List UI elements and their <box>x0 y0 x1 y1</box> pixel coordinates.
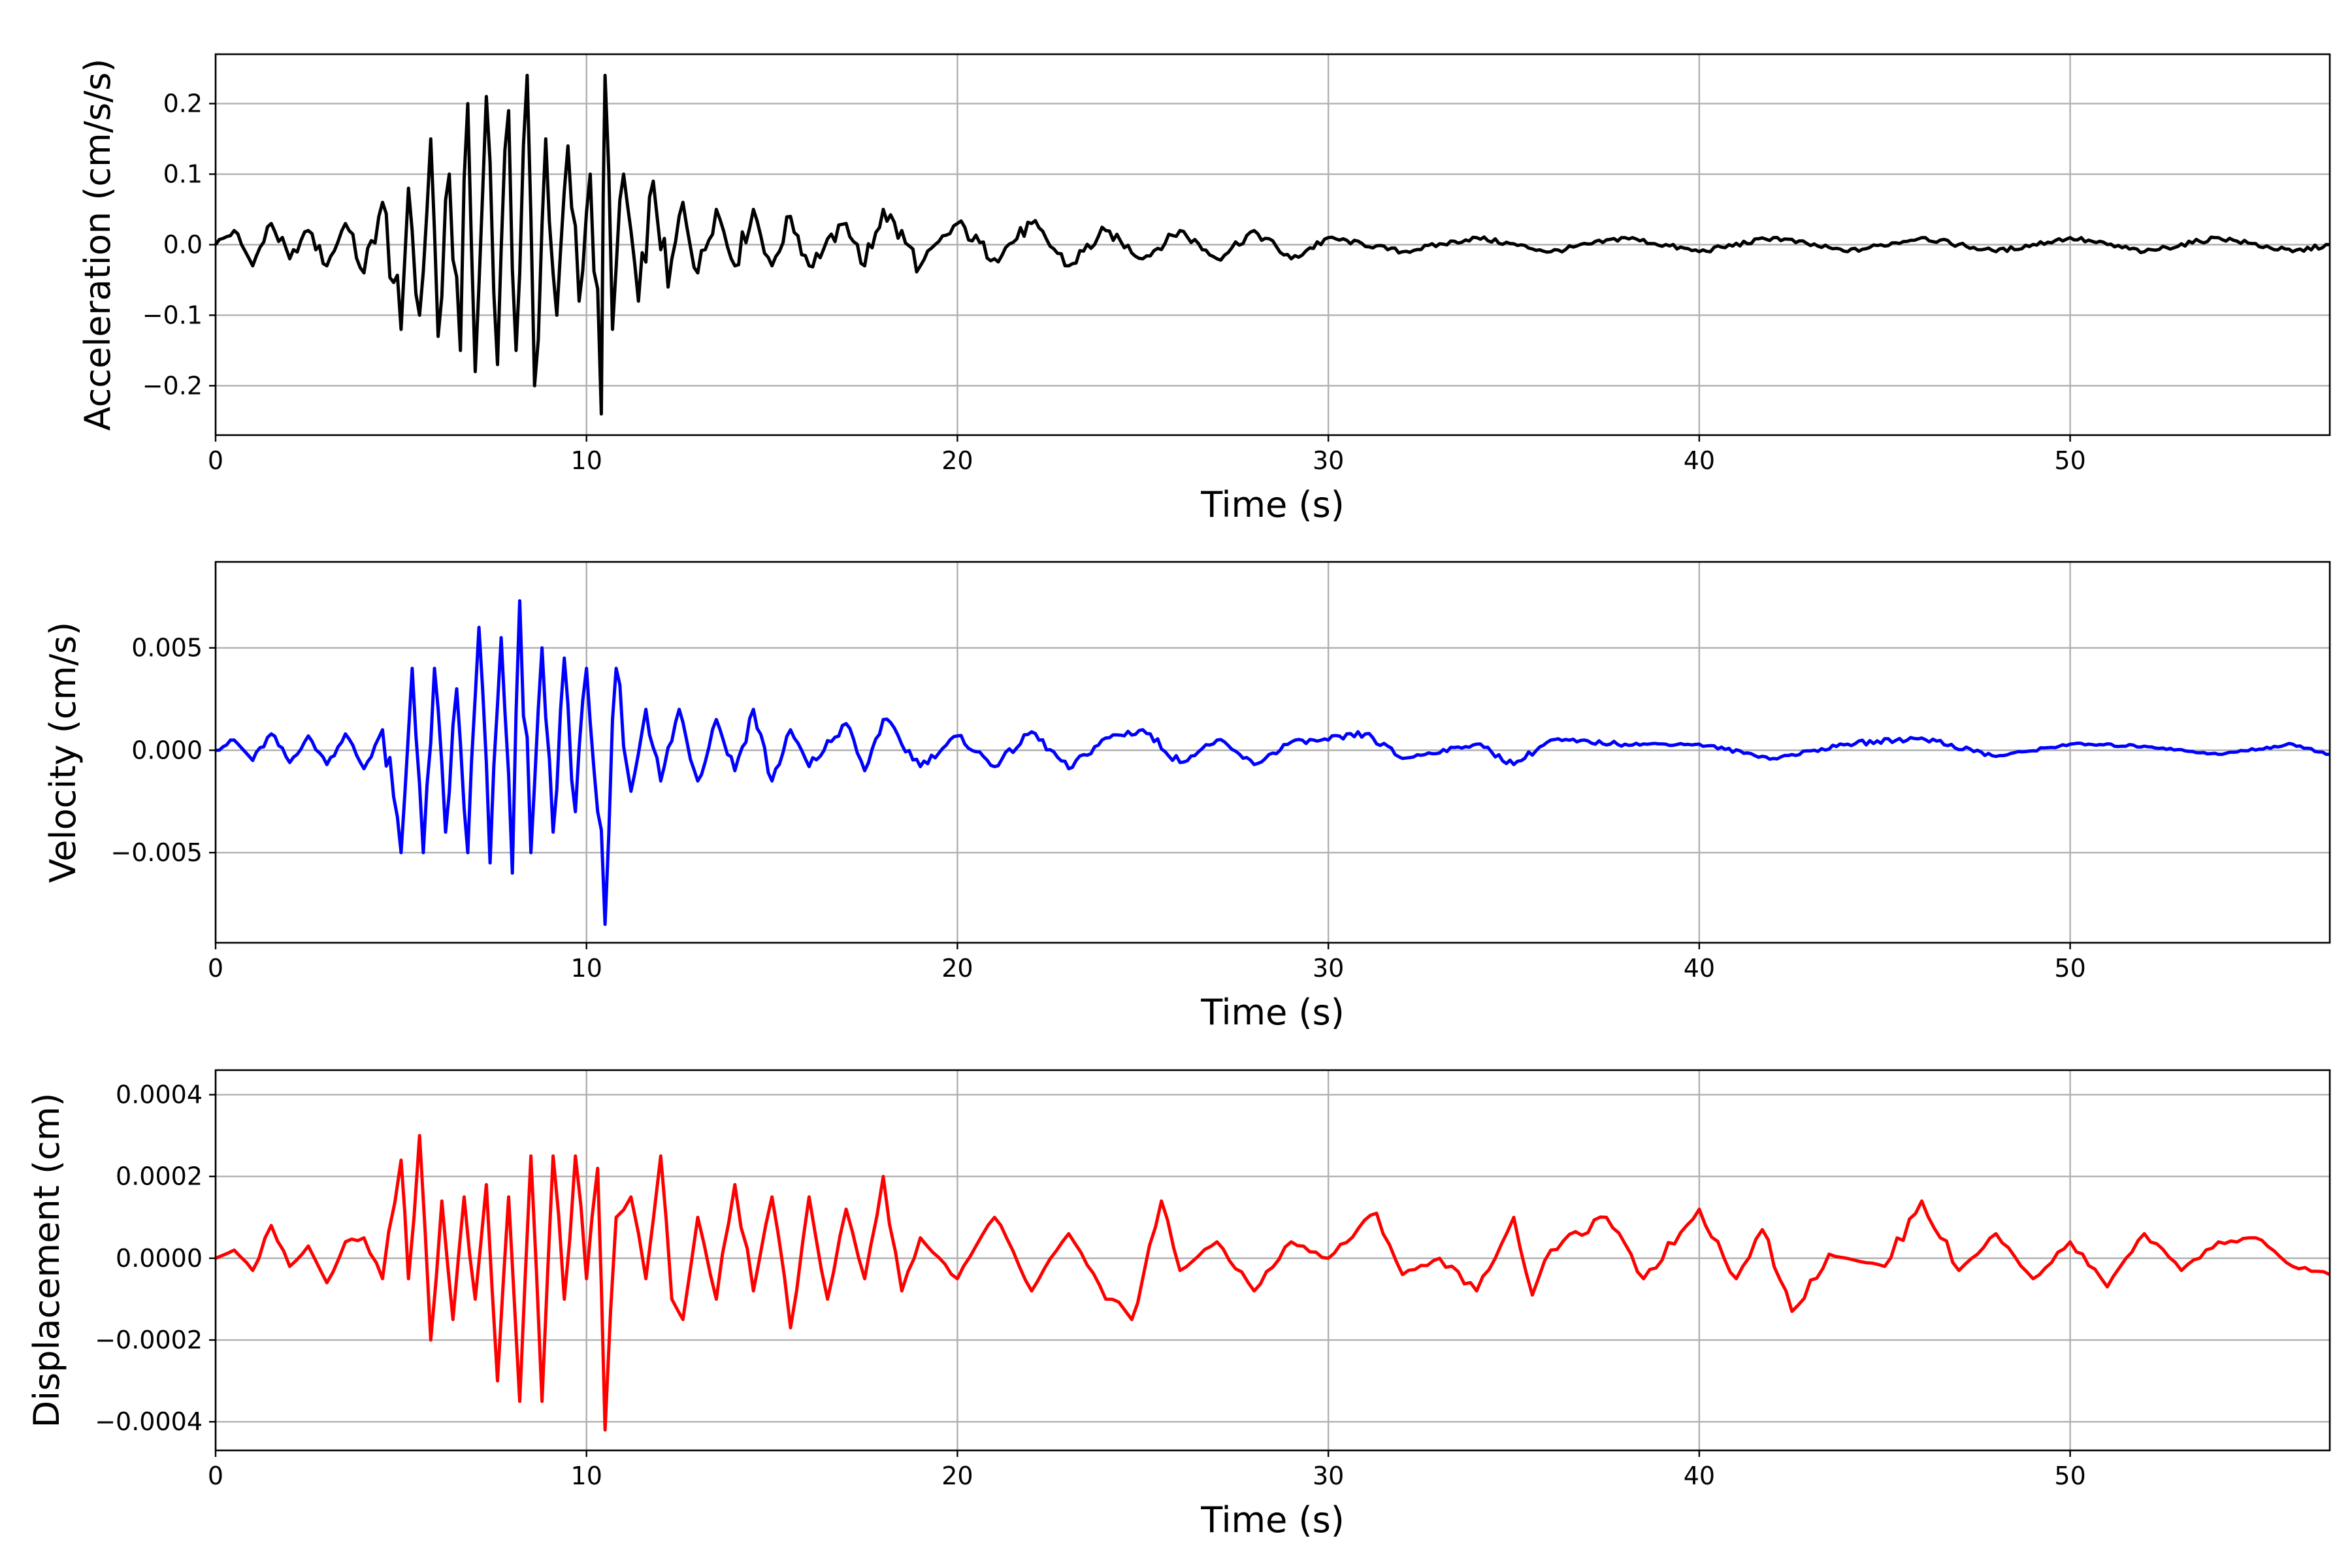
x-tick-label: 20 <box>941 1462 973 1490</box>
x-tick-label: 20 <box>941 954 973 983</box>
y-tick-label: 0.0 <box>163 231 203 259</box>
series-line <box>214 73 2330 416</box>
x-axis-label: Time (s) <box>1200 992 1345 1033</box>
x-tick-label: 40 <box>1684 1462 1715 1490</box>
x-tick-label: 50 <box>2054 1462 2085 1490</box>
x-tick-label: 40 <box>1684 446 1715 475</box>
x-tick-label: 30 <box>1313 1462 1344 1490</box>
series-line <box>215 599 2330 926</box>
x-tick-label: 50 <box>2054 954 2085 983</box>
x-axis-label: Time (s) <box>1200 1499 1345 1541</box>
x-tick-label: 0 <box>208 954 223 983</box>
x-tick-label: 0 <box>208 1462 223 1490</box>
panel-acceleration: 0 10 20 30 40 50 −0.2 −0.1 0.0 0.1 0.2 Time (s) Ac… <box>77 53 2331 525</box>
y-tick-label: 0.000 <box>131 736 203 764</box>
y-tick-label: −0.0002 <box>95 1326 203 1354</box>
series-line <box>215 1134 2331 1432</box>
y-axis-label: Velocity (cm/s) <box>42 622 84 883</box>
y-tick-label: 0.0000 <box>116 1244 203 1273</box>
y-tick-label: −0.1 <box>142 301 203 329</box>
x-tick-label: 40 <box>1684 954 1715 983</box>
x-tick-label: 10 <box>571 1462 602 1490</box>
x-tick-label: 10 <box>571 954 602 983</box>
x-tick-label: 30 <box>1313 446 1344 475</box>
y-tick-label: 0.2 <box>163 90 203 118</box>
y-tick-label: 0.0004 <box>116 1081 203 1109</box>
y-tick-label: 0.0002 <box>116 1162 203 1191</box>
plot-frame <box>214 1069 2331 1452</box>
y-tick-label: 0.1 <box>163 160 203 189</box>
x-axis-label: Time (s) <box>1200 484 1345 525</box>
y-tick-label: −0.0004 <box>95 1407 203 1436</box>
x-tick-label: 50 <box>2054 446 2085 475</box>
y-tick-label: −0.2 <box>142 371 203 400</box>
y-tick-label: 0.005 <box>131 634 203 662</box>
x-tick-label: 30 <box>1313 954 1344 983</box>
plot-frame <box>214 561 2331 944</box>
panel-displacement: 0 10 20 30 40 50 −0.0004 −0.0002 0.0000 0.0002 0.0… <box>26 1069 2331 1541</box>
x-tick-label: 20 <box>941 446 973 475</box>
x-tick-label: 0 <box>208 446 223 475</box>
y-tick-label: −0.005 <box>110 838 203 867</box>
y-axis-label: Displacement (cm) <box>26 1093 67 1428</box>
y-axis-label: Acceleration (cm/s/s) <box>77 59 118 431</box>
panel-velocity: 0 10 20 30 40 50 −0.005 0.000 0.005 Time (s) Vel… <box>42 561 2331 1033</box>
x-tick-label: 10 <box>571 446 602 475</box>
